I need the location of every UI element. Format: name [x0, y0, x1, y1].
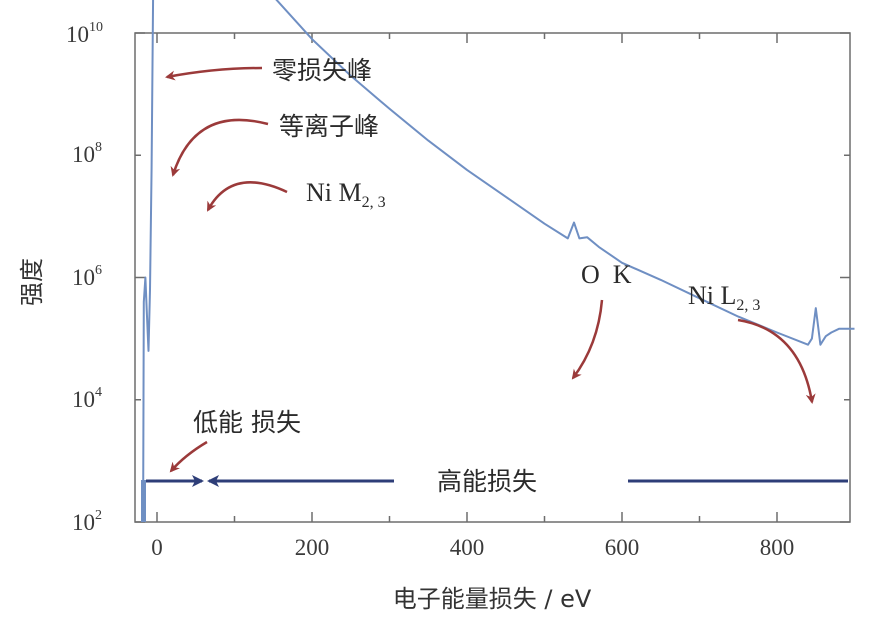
- x-tick-label: 200: [295, 535, 330, 560]
- plasmon-peak-label: 等离子峰: [279, 112, 379, 141]
- spectrum-line: [142, 0, 855, 523]
- plot-frame: [134, 32, 851, 523]
- x-tick-label: 0: [151, 535, 163, 560]
- ni-m23-label: Ni M2, 3: [306, 178, 386, 211]
- o-k-arrow: [571, 299, 604, 380]
- x-axis-label: 电子能量损失 / eV: [393, 585, 592, 613]
- zero-loss-arrow: [165, 66, 263, 81]
- low-loss-label: 低能 损失: [193, 408, 301, 437]
- x-tick-label: 400: [450, 535, 485, 560]
- annotation-arrows: [165, 66, 816, 473]
- o-k-label: O K: [581, 260, 632, 289]
- y-axis-label: 强度: [18, 258, 46, 306]
- ni-m-arrow: [206, 181, 288, 212]
- y-tick-label: 102: [72, 508, 102, 535]
- ni-l23-label: Ni L2, 3: [688, 281, 760, 314]
- low-loss-arrow: [169, 440, 208, 473]
- y-tick-label: 106: [72, 263, 102, 290]
- x-tick-label: 800: [760, 535, 795, 560]
- zero-loss-peak-label: 零损失峰: [272, 56, 372, 85]
- ni-l-arrow: [737, 318, 816, 404]
- y-tick-label: 1010: [66, 20, 103, 47]
- y-tick-label: 108: [72, 140, 102, 167]
- high-loss-label: 高能损失: [437, 467, 537, 496]
- plasmon-arrow: [170, 118, 269, 177]
- x-tick-label: 600: [605, 535, 640, 560]
- y-tick-labels: 102 104 106 108 1010: [66, 20, 103, 535]
- x-tick-labels: 0 200 400 600 800: [151, 535, 794, 560]
- y-tick-label: 104: [72, 385, 102, 412]
- axis-ticks: [135, 32, 850, 523]
